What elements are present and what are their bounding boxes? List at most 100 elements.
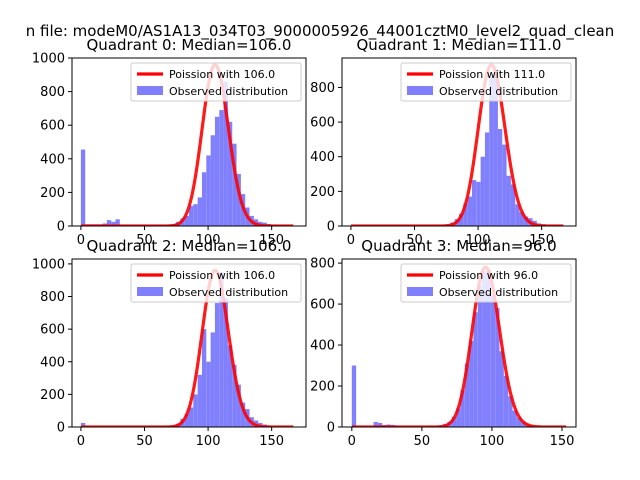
histogram-bar [490,295,496,427]
subplots-grid: Quadrant 0: Median=106.0 0 50 100 150 0 200 400… [32,36,577,449]
histogram-bar [219,110,224,226]
histogram-bar [189,205,194,226]
histogram-bar [377,422,383,427]
histogram-bar [197,374,202,427]
histogram-bar [523,216,529,226]
histogram-bar [232,365,237,427]
histogram-bar [495,308,500,427]
legend-box [400,263,572,303]
histogram-bar [219,272,224,427]
histogram-bar [460,390,465,427]
histogram-bar [463,203,468,226]
axes-frame [71,57,307,227]
x-tick-label: 0 [77,233,85,248]
y-tick-label: 800 [310,81,335,96]
axes-frame [71,258,307,428]
subplot-title: Quadrant 1: Median=111.0 [357,36,562,54]
y-tick-label: 200 [40,388,65,403]
x-tick-label: 100 [196,233,221,248]
histogram-bar [232,143,237,226]
histogram-bar [477,285,483,427]
subplot-quadrant-1: Quadrant 1: Median=111.0 0 50 100 150 0 200 400… [310,36,577,248]
histogram-bar [201,329,207,427]
legend: Poission with 96.0 Observed distribution [400,263,572,303]
legend-label-observed: Observed distribution [169,286,288,299]
histogram-bar [456,408,461,427]
subplot-quadrant-0: Quadrant 0: Median=106.0 0 50 100 150 0 200 400… [32,36,307,248]
y-tick-label: 0 [327,220,335,235]
histogram-bar [451,416,457,427]
histogram-bar [467,196,472,226]
histogram-bar [227,121,233,226]
histogram-bar [351,365,357,427]
legend-label-observed: Observed distribution [169,85,288,98]
y-tick-label: 200 [310,185,335,200]
histogram-bar [214,303,220,427]
x-tick-label: 50 [136,233,153,248]
y-tick-label: 600 [40,119,65,134]
poisson-fit-line [351,265,567,427]
legend-label-fit: Poission with 106.0 [169,68,275,81]
legend-box [130,263,302,303]
histogram-bar [223,298,228,427]
histogram-bar [486,269,491,427]
x-tick-label: 150 [529,233,554,248]
y-tick-label: 400 [310,339,335,354]
figure-suptitle: n file: modeM0/AS1A13_034T03_9000005926_… [26,22,615,41]
x-tick-label: 100 [466,233,491,248]
poisson-fit-line [80,63,294,226]
histogram-bar [508,396,513,427]
histogram-bar [201,172,207,226]
y-tick-label: 0 [57,421,65,436]
histogram-bar [489,77,494,226]
poisson-fit-line [80,268,294,427]
histogram-bar [469,340,474,427]
x-tick-label: 50 [414,434,431,449]
histogram-bar [106,220,112,226]
histogram-bar [373,421,378,427]
histogram-bar [497,129,503,226]
y-tick-label: 0 [327,421,335,436]
histogram-bar [464,363,470,427]
histogram-bar [240,402,246,427]
y-tick-label: 400 [310,150,335,165]
histogram-bar [214,116,220,226]
legend-bar-swatch [407,287,433,296]
histogram-bar [223,81,228,226]
histogram-bar [482,271,487,427]
x-tick-label: 50 [406,233,423,248]
x-tick-label: 150 [259,434,284,449]
histogram-bar [471,180,477,226]
subplot-title: Quadrant 0: Median=106.0 [87,36,292,54]
histogram-bar [236,384,241,427]
plot-area [80,63,294,226]
y-tick-label: 600 [40,323,65,338]
y-tick-label: 800 [310,257,335,272]
histogram-bar [210,135,215,226]
y-tick-label: 800 [40,85,65,100]
histogram-bar [459,213,464,226]
x-tick-label: 100 [196,434,221,449]
legend-label-fit: Poission with 106.0 [169,269,275,282]
legend: Poission with 106.0 Observed distribution [130,62,302,102]
legend-label-fit: Poission with 96.0 [439,269,538,282]
x-tick-label: 50 [136,434,153,449]
histogram-bar [476,181,481,226]
histogram-bar [519,212,524,226]
y-tick-label: 200 [40,186,65,201]
histogram-bar [515,204,520,226]
histogram-bar [502,144,507,226]
subplot-title: Quadrant 3: Median=96.0 [361,237,556,255]
legend: Poission with 111.0 Observed distribution [400,62,572,102]
x-tick-label: 150 [259,233,284,248]
axes-frame [341,258,577,428]
histogram-bar [473,312,478,427]
y-tick-label: 600 [310,116,335,131]
histogram-bar [193,204,198,226]
histogram-bar [499,351,504,427]
x-tick-label: 150 [550,434,575,449]
plot-area [351,265,567,427]
y-tick-label: 600 [310,298,335,313]
histogram-bar [184,215,189,226]
